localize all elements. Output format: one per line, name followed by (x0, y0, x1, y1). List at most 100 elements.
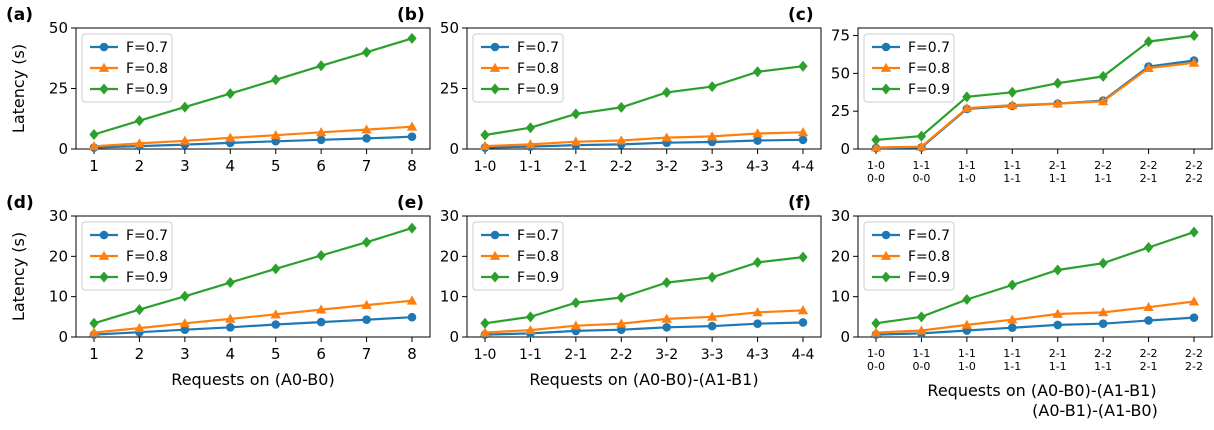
x-tick-label: 2 (135, 157, 145, 175)
panel-label: (a) (6, 5, 33, 25)
data-point (1144, 316, 1153, 325)
data-point (134, 138, 145, 148)
data-point (1098, 70, 1108, 82)
data-point (916, 130, 927, 142)
data-point (525, 311, 536, 323)
data-point (525, 139, 536, 149)
x-tick-label: 1-0 (958, 360, 976, 373)
series-line-F-0.9 (484, 256, 804, 325)
chart-panel-d: (d) 0 10 20 30 1 2 3 4 5 6 7 8 F=0.7 F=0.8 F=0.9 Latency… (6, 193, 431, 389)
data-point (616, 101, 626, 113)
legend: F=0.7 F=0.8 F=0.9 (863, 33, 955, 103)
x-tick-label: 3-3 (701, 159, 724, 175)
x-tick-label: 1-1 (1003, 172, 1021, 185)
data-point (753, 136, 762, 145)
data-point (961, 319, 973, 329)
data-point (1097, 96, 1109, 106)
data-point (752, 128, 763, 138)
y-tick-label: 20 (440, 247, 459, 265)
x-axis-label: (A0-B1)-(A1-B0) (1032, 401, 1158, 420)
data-point (180, 325, 190, 335)
legend-marker (490, 230, 500, 240)
data-point (707, 321, 717, 331)
legend-marker (99, 42, 109, 52)
data-point (962, 91, 972, 103)
data-point (706, 131, 718, 141)
data-point (89, 317, 99, 329)
legend-label: F=0.8 (908, 61, 950, 77)
legend-label: F=0.9 (517, 270, 559, 286)
legend: F=0.7 F=0.8 F=0.9 (863, 221, 955, 291)
data-point (1188, 57, 1200, 67)
legend-marker (99, 271, 109, 283)
data-point (134, 322, 145, 333)
data-point (88, 327, 100, 337)
legend-label: F=0.8 (126, 249, 168, 265)
x-tick-label: 2-2 (1140, 159, 1158, 172)
data-point (1188, 296, 1200, 306)
series-line-F-0.7 (93, 316, 413, 336)
data-point (753, 319, 762, 328)
x-tick-label: 2-2 (1185, 347, 1203, 360)
x-tick-label: 3-3 (701, 347, 724, 363)
x-tick-label: 4 (226, 157, 236, 175)
x-tick-label: 2-2 (1185, 159, 1203, 172)
y-tick-label: 0 (58, 328, 68, 346)
x-tick-label: 2-2 (610, 159, 633, 175)
y-tick-label: 25 (831, 102, 850, 120)
data-point (870, 142, 882, 152)
data-point (871, 134, 881, 146)
x-tick-label: 3 (180, 345, 190, 363)
legend-marker (99, 230, 109, 240)
x-tick-label: 2-1 (1140, 360, 1158, 373)
data-point (134, 115, 145, 127)
data-point (362, 134, 371, 143)
series-line-F-0.9 (875, 34, 1195, 141)
x-tick-label: 1-1 (958, 159, 976, 172)
data-point (1189, 313, 1199, 322)
legend: F=0.7 F=0.8 F=0.9 (81, 33, 173, 103)
x-tick-label: 2-2 (1185, 360, 1203, 373)
data-point (225, 323, 235, 332)
data-point (479, 327, 491, 337)
legend-marker (490, 42, 500, 52)
series-line-F-0.9 (93, 37, 413, 136)
y-tick-label: 10 (831, 288, 850, 306)
y-axis-label: Latency (s) (9, 232, 28, 321)
data-point (225, 88, 235, 100)
data-point (916, 311, 927, 323)
legend-marker (98, 250, 110, 260)
panel-label: (f) (788, 193, 811, 213)
legend-label: F=0.8 (517, 249, 559, 265)
series-line-F-0.8 (93, 125, 413, 148)
x-tick-label: 2-2 (1185, 172, 1203, 185)
x-tick-label: 1-1 (1003, 347, 1021, 360)
x-tick-label: 1-1 (1003, 360, 1021, 373)
legend: F=0.7 F=0.8 F=0.9 (472, 221, 564, 291)
data-point (1007, 99, 1018, 110)
data-point (797, 305, 809, 315)
data-point (707, 271, 717, 283)
legend-marker (881, 230, 891, 240)
plot-frame (75, 27, 431, 150)
x-tick-label: 1 (89, 345, 99, 363)
x-tick-label: 0-0 (867, 172, 885, 185)
data-point (616, 318, 627, 328)
y-tick-label: 75 (831, 27, 850, 45)
y-tick-label: 0 (449, 140, 459, 158)
x-tick-label: 1-1 (519, 159, 542, 175)
y-axis-label: Latency (s) (9, 44, 28, 133)
y-tick-label: 50 (440, 19, 459, 37)
x-tick-label: 1-1 (958, 347, 976, 360)
data-point (1189, 30, 1199, 42)
chart-panel-c: (c)02550751-00-01-10-01-11-01-11-12-11-1… (788, 5, 1213, 185)
series-line-F-0.9 (875, 231, 1195, 325)
y-tick-label: 20 (49, 247, 68, 265)
data-point (616, 291, 626, 303)
x-axis-label: Requests on (A0-B0)-(A1-B1) (927, 381, 1156, 400)
data-point (707, 81, 717, 93)
series-line-F-0.8 (93, 299, 413, 334)
legend-label: F=0.7 (908, 228, 950, 244)
data-point (871, 317, 881, 329)
